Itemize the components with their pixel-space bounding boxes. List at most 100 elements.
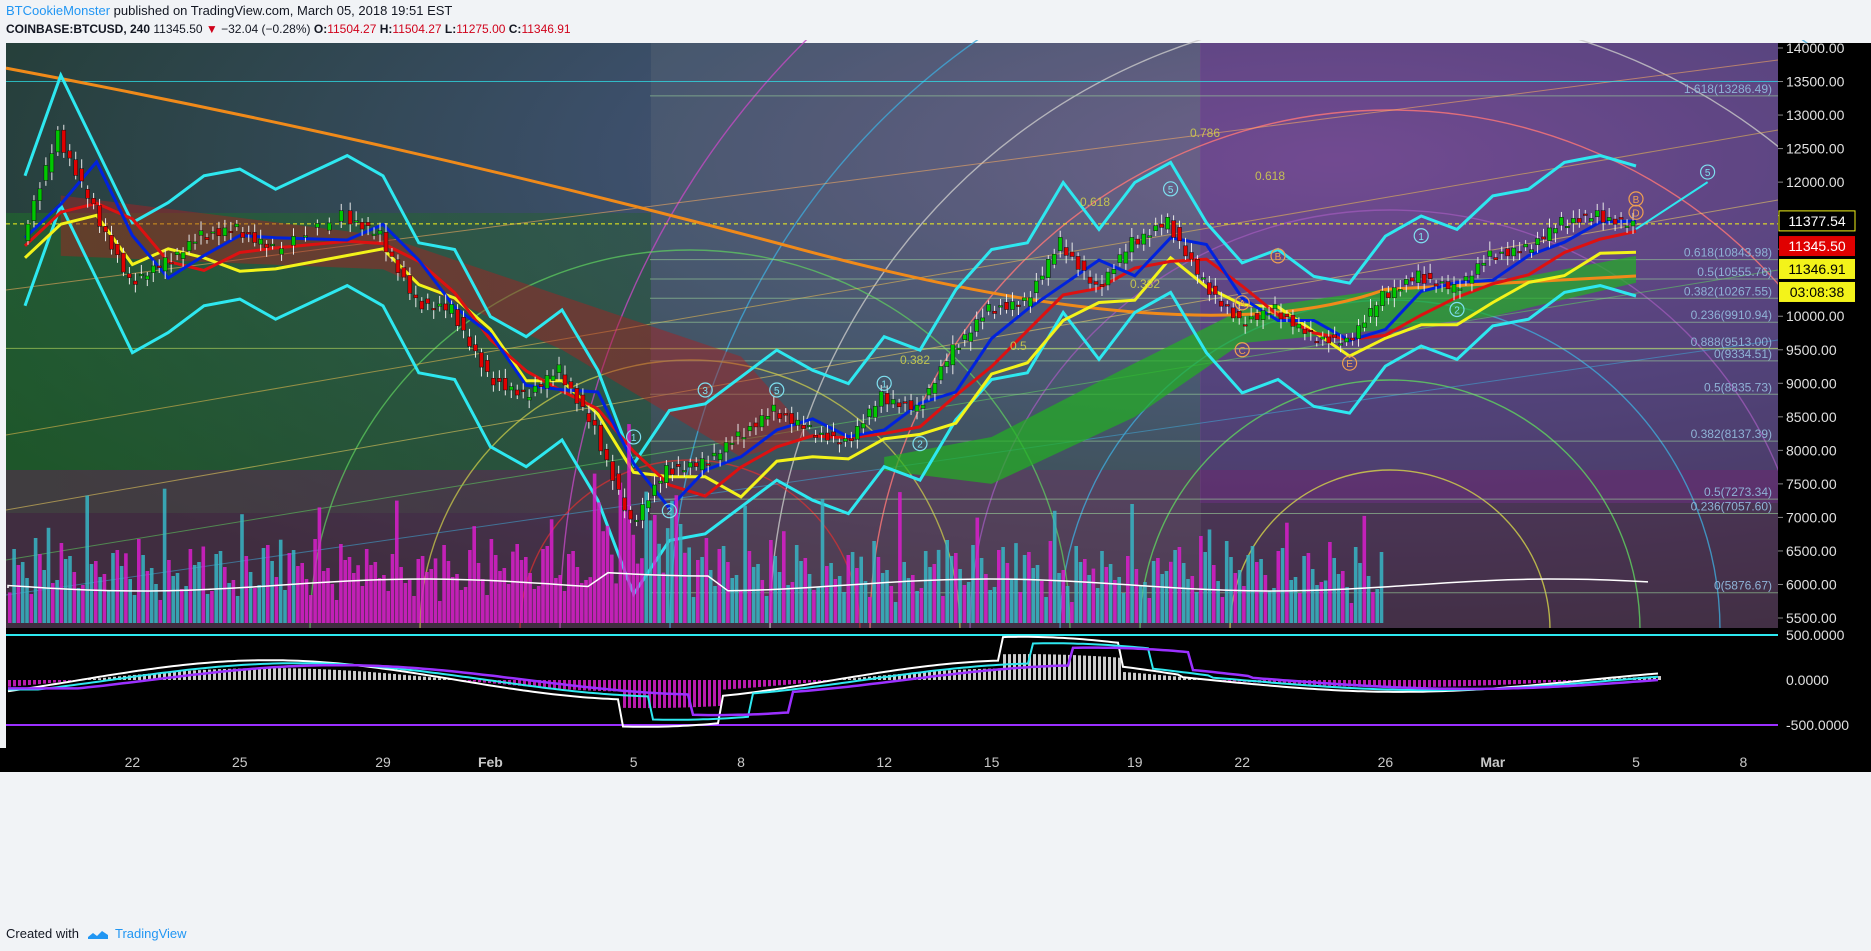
fan-line (5, 129, 1779, 436)
volume-bar (1298, 593, 1302, 623)
macd-histogram-bar (633, 680, 636, 709)
wave-label: 1 (631, 433, 637, 444)
volume-bar (347, 557, 352, 623)
candle-bear (91, 198, 96, 205)
volume-bar (958, 569, 962, 623)
candle-bear (431, 308, 436, 311)
price-badge-label: 03:08:38 (1790, 284, 1845, 300)
tradingview-link[interactable]: TradingView (115, 926, 187, 941)
macd-histogram-bar (1603, 679, 1606, 680)
volume-bar (915, 591, 919, 623)
volume-bar (240, 514, 244, 623)
macd-histogram-bar (168, 672, 171, 680)
candle-bear (586, 413, 592, 423)
macd-histogram-bar (1463, 680, 1466, 687)
macd-histogram-bar (63, 680, 66, 682)
volume-bar (317, 507, 322, 623)
candle-bull (1523, 243, 1528, 248)
macd-pane[interactable] (6, 628, 1778, 748)
candle-bull (795, 419, 800, 426)
volume-bar (1130, 504, 1134, 623)
volume-bar (829, 563, 833, 623)
volume-bar (541, 549, 545, 623)
volume-bar (145, 571, 150, 623)
volume-bar (696, 560, 700, 623)
volume-bar (786, 585, 790, 623)
candle-bull (664, 465, 669, 484)
candle-bear (1087, 276, 1093, 284)
wave-label-circle (661, 503, 678, 519)
candle-bear (1517, 251, 1522, 254)
fib-level-label: 0.236(9910.94) (1691, 308, 1772, 322)
candle-bull (37, 188, 43, 201)
fib-level-label: 0(9334.51) (1714, 347, 1772, 361)
candle-bull (735, 431, 741, 437)
wave-label: B (1275, 252, 1282, 263)
author-link[interactable]: BTCookieMonster (6, 3, 111, 18)
wave-label-circle (625, 429, 642, 445)
volume-bar (180, 589, 184, 623)
candle-bull (1153, 225, 1158, 231)
volume-bar (640, 558, 644, 623)
change-value: −32.04 (−0.28%) (221, 22, 311, 36)
macd-histogram-bar (93, 678, 96, 680)
volume-bar (1289, 580, 1293, 623)
macd-histogram-bar (518, 680, 521, 686)
volume-bar (296, 566, 300, 623)
macd-tick-label: 500.0000 (1786, 627, 1845, 643)
macd-histogram-bar (788, 680, 791, 685)
candle-bear (1069, 251, 1075, 257)
macd-histogram-bar (643, 680, 646, 709)
candle-bear (1302, 328, 1308, 334)
macd-histogram-bar (1478, 680, 1481, 686)
volume-bar (1138, 585, 1143, 623)
trading-chart[interactable]: 1.618(13286.49) 0.618(10843.98) 0.5(10555.… (0, 40, 1871, 926)
candle-bull (526, 397, 532, 401)
time-axis-bg (0, 748, 1871, 772)
volume-bar (825, 566, 829, 623)
price-pane[interactable]: 1.618(13286.49) 0.618(10843.98) 0.5(10555.… (5, 40, 1871, 631)
candle-bear (676, 464, 681, 467)
macd-histogram-bar (328, 669, 331, 680)
volume-bar (1018, 592, 1023, 623)
volume-bar (837, 576, 842, 623)
candle-bull (1553, 228, 1558, 234)
candle-bear (1219, 300, 1224, 307)
volume-bar (1186, 579, 1190, 623)
volume-bar (1035, 565, 1040, 623)
candle-bull (634, 519, 639, 522)
macd-histogram-bar (1153, 674, 1156, 680)
time-tick-label: 8 (737, 754, 745, 770)
candle-bull (962, 334, 967, 340)
macd-histogram-bar (68, 680, 71, 682)
yellow-sma-line (23, 213, 1637, 499)
volume-bar (1362, 515, 1367, 623)
volume-bar (1040, 581, 1044, 623)
candle-bear (813, 435, 818, 438)
macd-histogram-bar (88, 679, 91, 680)
volume-bar (1022, 555, 1027, 623)
macd-histogram-bar (813, 680, 816, 683)
candle-bull (1463, 276, 1469, 281)
price-axis[interactable]: 14000.00 13500.00 13000.00 12500.00 12000.00… (1778, 40, 1871, 748)
macd-histogram-bar (628, 680, 631, 708)
macd-histogram-bar (588, 680, 591, 691)
volume-bar (1027, 552, 1031, 623)
volume-bar (20, 562, 25, 623)
candle-bull (855, 426, 860, 440)
time-axis[interactable]: 22 25 29 Feb 5 8 12 15 19 22 26 Mar 5 8 (0, 748, 1871, 772)
price-badge (1779, 258, 1855, 279)
macd-histogram-bar (818, 680, 821, 682)
candle-bear (837, 442, 842, 445)
macd-histogram-bar (1363, 680, 1366, 687)
volume-bar (450, 577, 455, 623)
time-tick-label: 25 (232, 754, 248, 770)
macd-histogram-bar (108, 677, 111, 680)
fib-level-label: 0.5(10555.76) (1697, 265, 1772, 279)
macd-histogram-bar (1533, 680, 1536, 684)
volume-bar (201, 546, 206, 623)
volume-bar (734, 575, 739, 623)
volume-bar (820, 498, 825, 623)
candle-bull (1499, 251, 1504, 254)
macd-histogram-bar (513, 680, 516, 686)
